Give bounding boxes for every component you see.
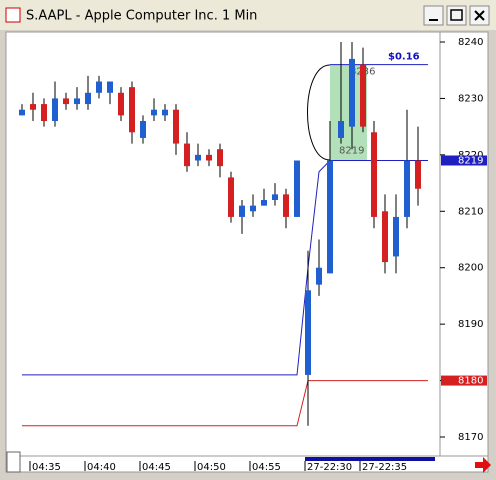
candle-body [327,160,333,274]
candle-body [382,211,388,263]
candle-body [250,205,256,212]
y-tick-label: 8240 [458,37,483,48]
candle-body [415,160,421,189]
candle-body [140,121,146,138]
y-tick-label: 8220 [458,150,483,161]
candle-body [349,58,355,127]
close-icon [474,10,485,21]
scroll-arrow[interactable] [475,457,491,473]
x-tick-label: 27-22:35 [362,462,407,473]
candle-body [261,200,267,206]
overlay-line [22,160,428,376]
candle-body [41,104,47,121]
minimize-button[interactable] [423,5,444,26]
window-buttons[interactable] [423,5,490,26]
x-tick-label: 27-22:30 [307,462,352,473]
candle-body [184,143,190,167]
candle-body [360,64,366,127]
session-strip [305,457,435,461]
price-flag-label: 8180 [458,376,483,387]
x-tick-label: 04:55 [252,462,281,473]
x-tick-label: 04:40 [87,462,116,473]
price-flag [441,155,487,166]
candle-body [173,109,179,144]
candle-body [19,109,25,116]
candle-body [63,98,69,105]
scroll-box[interactable] [6,451,21,473]
candle-body [316,267,322,285]
range-change: $0.16 [388,52,420,63]
candle-body [107,81,113,93]
x-tick-label: 04:45 [142,462,171,473]
candle-body [206,154,212,161]
candle-body [338,121,344,138]
range-low-label: 8219 [339,146,364,157]
window-title: S.AAPL - Apple Computer Inc. 1 Min [26,9,257,24]
candle-body [217,149,223,167]
y-tick-label: 8170 [458,432,483,443]
price-flag [441,375,487,386]
app-icon [5,7,21,23]
candle-body [228,177,234,217]
candle-body [74,98,80,105]
overlay-line [22,380,428,427]
title-bar [0,0,496,30]
candle-body [30,104,36,110]
plot-area [5,31,441,457]
x-tick-label: 04:35 [32,462,61,473]
candle-body [272,194,278,200]
candle-body [52,98,58,121]
candle-body [371,132,377,217]
y-tick-label: 8200 [458,263,483,274]
x-tick-label: 04:50 [197,462,226,473]
candle-body [393,216,399,257]
y-tick-label: 8210 [458,206,483,217]
candle-body [305,290,311,375]
range-bracket [307,64,331,161]
candle-body [195,154,201,161]
candle-body [129,87,135,133]
candle-body [162,109,168,116]
candle-body [294,160,300,217]
y-tick-label: 8190 [458,319,483,330]
maximize-icon [450,9,463,21]
y-tick-label: 8230 [458,93,483,104]
candle-body [239,205,245,217]
maximize-button[interactable] [446,5,467,26]
candle-body [118,92,124,116]
price-flag-label: 8219 [458,156,483,167]
candle-body [151,109,157,116]
candle-body [85,92,91,105]
candle-body [404,160,410,217]
candle-body [96,81,102,93]
candle-body [283,194,289,217]
